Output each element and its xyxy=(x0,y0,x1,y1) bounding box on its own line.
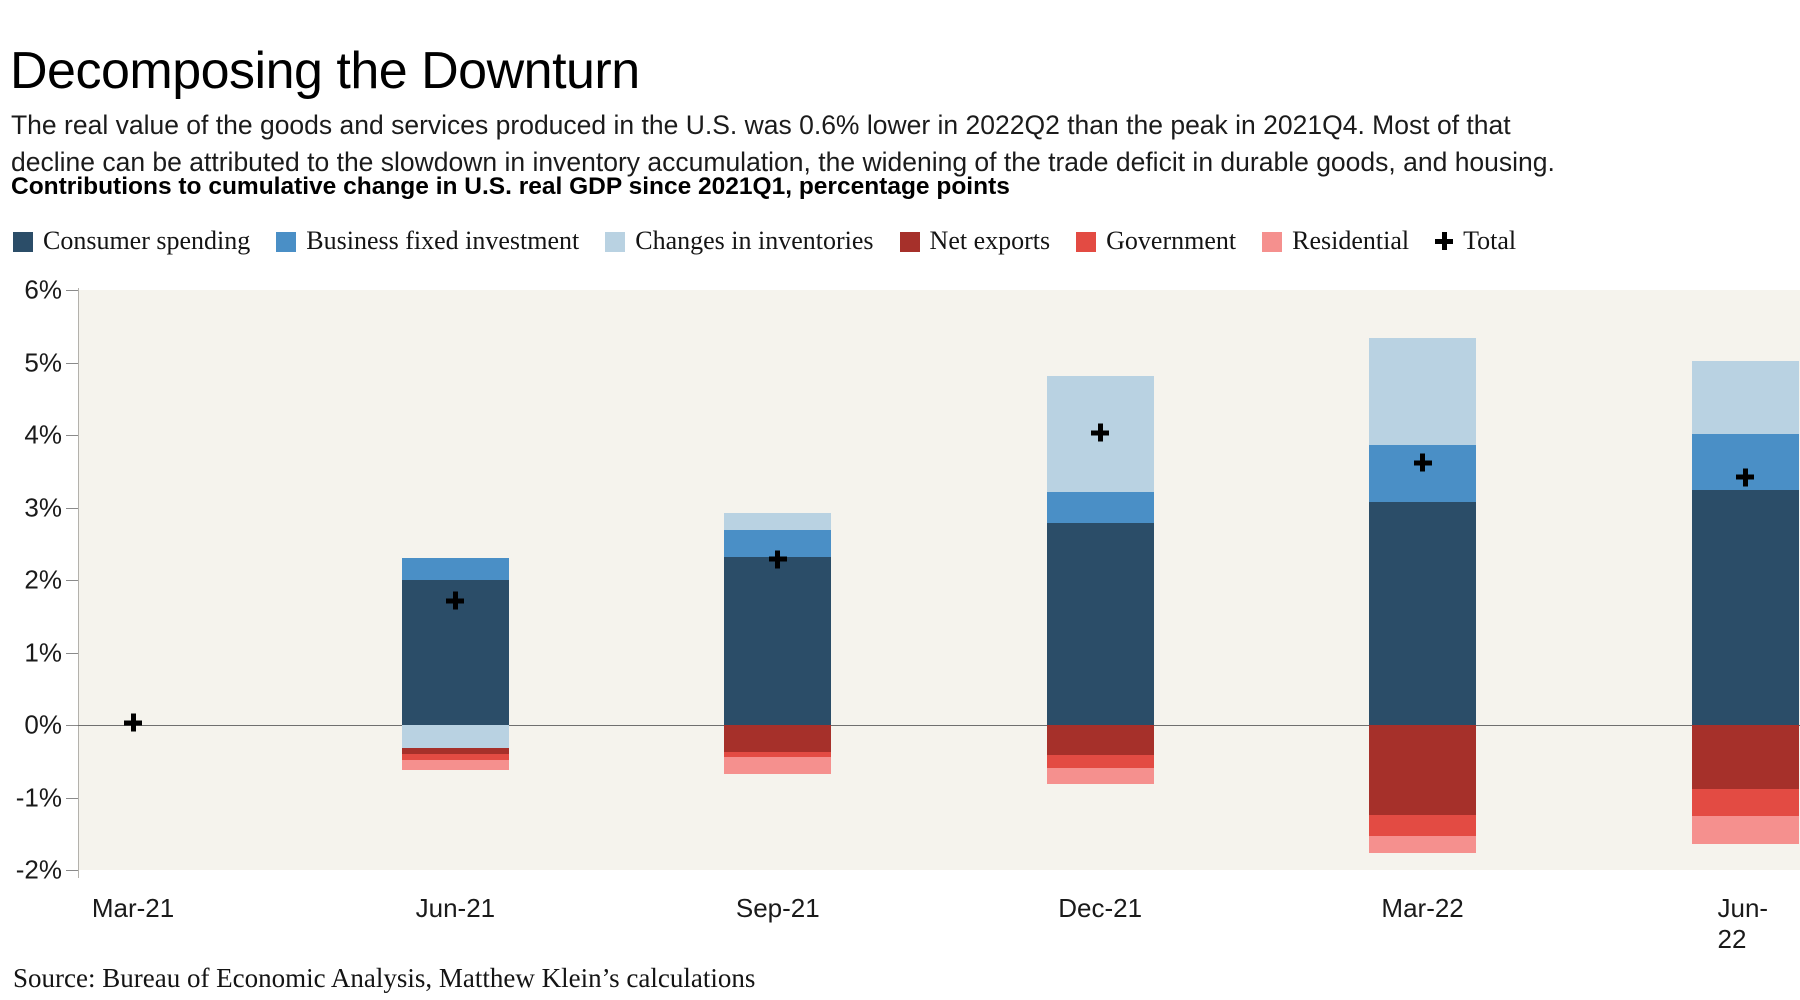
bar-segment-government xyxy=(724,751,832,757)
plus-marker-icon xyxy=(1091,423,1110,442)
total-marker xyxy=(124,713,142,737)
y-axis-tick xyxy=(66,290,78,291)
bar-segment-consumer-spending xyxy=(1369,501,1477,725)
total-marker xyxy=(446,591,465,615)
total-marker xyxy=(1413,453,1432,477)
source-note: Source: Bureau of Economic Analysis, Mat… xyxy=(13,963,756,993)
bar-segment-government xyxy=(1369,814,1477,836)
y-axis-tick-label: -2% xyxy=(15,854,62,885)
total-marker xyxy=(1091,423,1110,447)
legend-swatch-icon xyxy=(605,232,626,252)
legend-swatch-icon xyxy=(899,232,920,252)
bar-segment-changes-in-inventories xyxy=(724,513,832,530)
y-axis-tick-label: -1% xyxy=(15,782,62,812)
plus-marker-icon xyxy=(1736,468,1754,487)
plus-marker-icon xyxy=(124,713,142,732)
legend-item-changes-in-inventories: Changes in inventories xyxy=(605,226,874,256)
legend-label: Business fixed investment xyxy=(306,226,580,255)
y-axis-tick-label: 5% xyxy=(24,347,62,377)
legend-label: Changes in inventories xyxy=(635,226,874,255)
bar-segment-changes-in-inventories xyxy=(401,725,509,749)
bar-segment-business-fixed-investment xyxy=(1046,491,1154,524)
bar-segment-changes-in-inventories xyxy=(1691,361,1799,435)
zero-baseline xyxy=(78,725,1800,726)
bar-segment-residential xyxy=(1369,835,1477,853)
page-title: Decomposing the Downturn xyxy=(10,41,640,100)
plot-background xyxy=(78,290,1800,870)
bar-segment-consumer-spending xyxy=(1691,490,1799,725)
y-axis-tick xyxy=(66,435,78,436)
chart-legend: Consumer spending Business fixed investme… xyxy=(13,226,1516,256)
bar-segment-government xyxy=(1691,788,1799,816)
bar-segment-government xyxy=(1046,755,1154,768)
y-axis-tick-label: 0% xyxy=(24,709,62,740)
plus-marker-icon xyxy=(446,591,465,610)
total-marker xyxy=(768,550,787,573)
plus-marker-icon xyxy=(1435,232,1454,250)
bar-segment-net-exports xyxy=(1046,725,1154,756)
legend-label: Consumer spending xyxy=(43,226,251,255)
legend-label: Net exports xyxy=(929,226,1051,255)
bar-segment-consumer-spending xyxy=(1046,523,1154,725)
bar-segment-residential xyxy=(724,756,832,774)
bar-segment-changes-in-inventories xyxy=(1369,337,1477,446)
legend-item-business-fixed-investment: Business fixed investment xyxy=(276,226,579,256)
legend-label: Total xyxy=(1463,226,1517,255)
bar-segment-net-exports xyxy=(401,748,509,754)
legend-label: Residential xyxy=(1292,226,1410,255)
legend-item-net-exports: Net exports xyxy=(899,226,1051,256)
y-axis-tick xyxy=(66,580,78,581)
bar-segment-net-exports xyxy=(724,725,832,752)
legend-swatch-icon xyxy=(276,232,297,252)
legend-item-residential: Residential xyxy=(1262,226,1409,256)
bar-segment-government xyxy=(401,754,509,760)
y-axis-tick-label: 3% xyxy=(24,492,62,522)
legend-swatch-icon xyxy=(13,232,33,252)
y-axis-tick xyxy=(66,652,78,654)
plus-marker-icon xyxy=(1413,453,1432,472)
y-axis-tick-label: 2% xyxy=(24,564,62,595)
bar-segment-net-exports xyxy=(1369,725,1477,815)
chart-heading: Contributions to cumulative change in U.… xyxy=(11,173,1010,201)
bar-segment-net-exports xyxy=(1691,725,1799,789)
bar-segment-residential xyxy=(1691,815,1799,844)
legend-item-total: Total xyxy=(1435,226,1516,256)
x-axis-label-jun-22: Jun-22 xyxy=(1717,893,1769,954)
plus-marker-icon xyxy=(768,550,787,569)
bar-segment-consumer-spending xyxy=(724,556,832,725)
legend-swatch-icon xyxy=(1262,232,1283,252)
y-axis-tick xyxy=(66,362,78,364)
y-axis-tick-label: 4% xyxy=(24,419,62,450)
y-axis-tick xyxy=(66,507,78,509)
x-axis-label-mar-21: Mar-21 xyxy=(91,893,175,923)
y-axis-tick xyxy=(66,870,78,871)
bar-segment-residential xyxy=(401,759,509,770)
legend-item-government: Government xyxy=(1076,226,1236,256)
y-axis-tick xyxy=(66,725,78,726)
y-axis-line xyxy=(78,288,79,878)
y-axis-tick xyxy=(66,797,78,799)
x-axis-label-sep-21: Sep-21 xyxy=(735,893,820,923)
x-axis-label-dec-21: Dec-21 xyxy=(1058,893,1143,923)
legend-item-consumer-spending: Consumer spending xyxy=(13,226,250,256)
subtitle: The real value of the goods and services… xyxy=(11,109,1555,177)
x-axis-label-mar-22: Mar-22 xyxy=(1381,893,1464,923)
total-marker xyxy=(1736,468,1754,491)
legend-swatch-icon xyxy=(1076,232,1097,252)
y-axis-tick-label: 6% xyxy=(24,274,62,305)
y-axis-tick-label: 1% xyxy=(24,637,62,667)
legend-label: Government xyxy=(1106,226,1237,255)
bar-segment-business-fixed-investment xyxy=(401,558,509,580)
x-axis-label-jun-21: Jun-21 xyxy=(415,893,496,923)
bar-segment-residential xyxy=(1046,767,1154,784)
